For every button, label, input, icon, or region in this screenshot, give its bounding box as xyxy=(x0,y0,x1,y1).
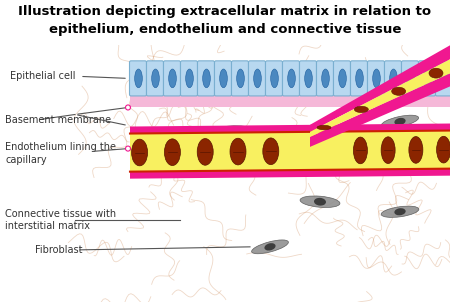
Polygon shape xyxy=(130,130,450,172)
Ellipse shape xyxy=(169,69,176,88)
FancyBboxPatch shape xyxy=(316,61,333,96)
FancyBboxPatch shape xyxy=(248,61,266,96)
Ellipse shape xyxy=(339,69,347,88)
Polygon shape xyxy=(130,169,450,179)
FancyBboxPatch shape xyxy=(300,61,316,96)
FancyBboxPatch shape xyxy=(401,61,419,96)
Ellipse shape xyxy=(288,69,295,88)
FancyBboxPatch shape xyxy=(198,61,215,96)
FancyBboxPatch shape xyxy=(266,61,283,96)
Ellipse shape xyxy=(254,69,261,88)
Ellipse shape xyxy=(390,69,397,88)
Bar xyxy=(130,95,450,108)
Ellipse shape xyxy=(186,69,194,88)
Ellipse shape xyxy=(381,206,419,217)
FancyBboxPatch shape xyxy=(418,61,436,96)
Ellipse shape xyxy=(135,69,142,88)
FancyBboxPatch shape xyxy=(436,61,450,96)
Text: Connective tissue with
interstitial matrix: Connective tissue with interstitial matr… xyxy=(5,209,116,231)
FancyBboxPatch shape xyxy=(147,61,163,96)
Text: Endothelium lining the
capillary: Endothelium lining the capillary xyxy=(5,143,116,165)
Text: Illustration depicting extracellular matrix in relation to: Illustration depicting extracellular mat… xyxy=(18,5,432,18)
Ellipse shape xyxy=(131,139,148,166)
Ellipse shape xyxy=(394,118,405,125)
Ellipse shape xyxy=(263,138,279,165)
Polygon shape xyxy=(310,73,450,147)
Ellipse shape xyxy=(202,69,210,88)
Polygon shape xyxy=(310,45,450,132)
Ellipse shape xyxy=(252,240,288,254)
Ellipse shape xyxy=(382,115,418,128)
Ellipse shape xyxy=(273,79,287,88)
Ellipse shape xyxy=(300,196,340,207)
Ellipse shape xyxy=(224,128,236,135)
Ellipse shape xyxy=(271,69,278,88)
Ellipse shape xyxy=(322,69,329,88)
Ellipse shape xyxy=(152,69,159,88)
Text: Basement membrane: Basement membrane xyxy=(5,114,111,124)
FancyBboxPatch shape xyxy=(231,61,248,96)
Ellipse shape xyxy=(381,137,395,163)
FancyBboxPatch shape xyxy=(368,61,384,96)
Ellipse shape xyxy=(407,69,414,88)
Ellipse shape xyxy=(220,69,227,88)
Polygon shape xyxy=(310,59,450,137)
FancyBboxPatch shape xyxy=(333,61,351,96)
Ellipse shape xyxy=(424,69,431,88)
Ellipse shape xyxy=(237,69,244,88)
Text: epithelium, endothelium and connective tissue: epithelium, endothelium and connective t… xyxy=(49,23,401,36)
FancyBboxPatch shape xyxy=(163,61,180,96)
Ellipse shape xyxy=(441,69,448,88)
Ellipse shape xyxy=(373,69,380,88)
Ellipse shape xyxy=(258,77,302,90)
Ellipse shape xyxy=(409,137,423,163)
Ellipse shape xyxy=(356,69,363,88)
FancyBboxPatch shape xyxy=(130,61,147,96)
Ellipse shape xyxy=(353,137,367,164)
FancyBboxPatch shape xyxy=(283,61,300,96)
Ellipse shape xyxy=(436,136,450,163)
Ellipse shape xyxy=(197,139,213,165)
Ellipse shape xyxy=(209,126,251,137)
Text: Epithelial cell: Epithelial cell xyxy=(10,71,76,81)
Ellipse shape xyxy=(305,69,312,88)
FancyBboxPatch shape xyxy=(384,61,401,96)
Ellipse shape xyxy=(392,87,405,95)
Text: Fibroblast: Fibroblast xyxy=(35,245,82,255)
Ellipse shape xyxy=(354,106,369,113)
Ellipse shape xyxy=(265,243,275,251)
Ellipse shape xyxy=(230,138,246,165)
Ellipse shape xyxy=(314,198,326,206)
Ellipse shape xyxy=(164,139,180,165)
FancyBboxPatch shape xyxy=(180,61,198,96)
Ellipse shape xyxy=(394,208,405,215)
Polygon shape xyxy=(130,124,450,133)
Ellipse shape xyxy=(317,125,331,130)
FancyBboxPatch shape xyxy=(351,61,368,96)
FancyBboxPatch shape xyxy=(215,61,231,96)
Ellipse shape xyxy=(429,68,443,78)
